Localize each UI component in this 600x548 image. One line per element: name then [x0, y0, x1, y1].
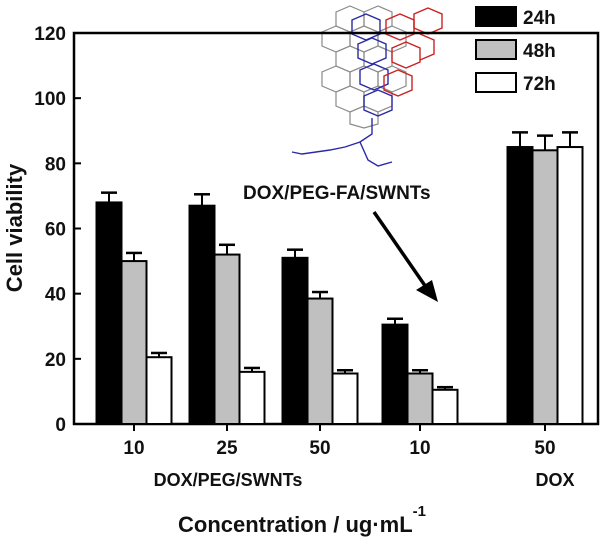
x-tick-label: 50: [309, 438, 330, 459]
y-tick-label: 60: [45, 220, 66, 241]
bar-24h-0: [95, 201, 123, 425]
bar-72h-3: [431, 388, 459, 426]
bars-layer: [95, 131, 584, 426]
bar-24h-1: [188, 204, 216, 425]
y-tick-label: 40: [45, 285, 66, 306]
x-axis-title-main: Concentration / ug·mL: [178, 512, 413, 537]
bar-48h-0: [120, 260, 148, 426]
annotation-label: DOX/PEG-FA/SWNTs: [243, 183, 431, 204]
bar-72h-1: [238, 370, 266, 426]
y-tick-label: 80: [45, 154, 66, 175]
bar-48h-3: [406, 372, 434, 425]
molecule-illustration: [291, 5, 443, 167]
legend-swatch-48h: [475, 39, 517, 60]
x-axis: 10 25 50 10 50: [123, 424, 556, 459]
bar-48h-4: [531, 149, 559, 426]
bar-48h-2: [306, 297, 334, 425]
legend-label-48h: 48h: [523, 41, 556, 62]
bar-24h-4: [506, 146, 534, 426]
y-tick-label: 20: [45, 350, 66, 371]
x-tick-label: 50: [534, 438, 555, 459]
y-tick-label: 100: [34, 89, 66, 110]
x-tick-label: 25: [216, 438, 238, 459]
bar-72h-0: [145, 356, 173, 425]
y-axis: 0 20 40 60 80 100 120: [34, 24, 81, 436]
x-axis-title: Concentration / ug·mL-1: [178, 503, 426, 537]
legend-swatch-72h: [475, 72, 517, 93]
y-axis-title: Cell viability: [2, 163, 27, 292]
bar-24h-3: [381, 323, 409, 425]
y-tick-label: 0: [55, 415, 66, 436]
group-label-dox: DOX: [535, 470, 574, 490]
annotation-arrowhead: [416, 280, 438, 302]
y-tick-label: 120: [34, 24, 66, 45]
x-axis-title-superscript: -1: [413, 503, 426, 520]
annotation: DOX/PEG-FA/SWNTs: [243, 183, 438, 302]
bar-72h-4: [556, 146, 584, 426]
annotation-arrow-line: [372, 211, 430, 291]
legend-swatch-24h: [475, 6, 517, 27]
x-tick-label: 10: [409, 438, 430, 459]
legend-label-72h: 72h: [523, 74, 556, 95]
legend: 24h 48h 72h: [475, 6, 556, 95]
group-label-dox-peg-swnts: DOX/PEG/SWNTs: [154, 470, 303, 490]
bar-24h-2: [281, 256, 309, 426]
x-tick-label: 10: [123, 438, 144, 459]
legend-label-24h: 24h: [523, 8, 556, 29]
bar-72h-2: [331, 372, 359, 425]
bar-48h-1: [213, 253, 241, 425]
